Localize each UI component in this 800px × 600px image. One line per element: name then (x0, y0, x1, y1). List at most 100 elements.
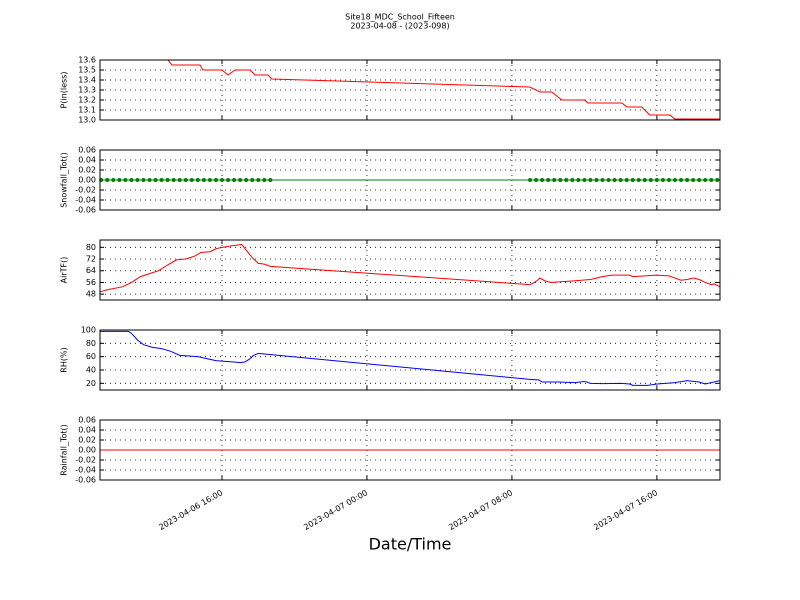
y-tick-label: 0.04 (78, 156, 96, 165)
y-tick-label: -0.06 (75, 476, 96, 485)
data-point (153, 178, 158, 182)
y-tick-label: 80 (86, 339, 96, 348)
y-tick-label: 0.02 (78, 436, 96, 445)
data-point (141, 178, 146, 182)
y-tick-label: -0.04 (75, 196, 96, 205)
y-tick-label: 100 (81, 326, 96, 335)
plot-frame (99, 419, 721, 481)
y-tick-label: 13.6 (78, 56, 96, 65)
y-tick-label: 0.02 (78, 166, 96, 175)
data-point (129, 178, 134, 182)
data-point (528, 178, 533, 182)
data-point (171, 178, 176, 182)
y-tick-label: 0.00 (78, 446, 96, 455)
y-tick-label: 13.3 (78, 86, 96, 95)
data-line (100, 330, 721, 386)
data-point (250, 178, 255, 182)
data-point (177, 178, 182, 182)
data-point (606, 178, 611, 182)
data-point (534, 178, 539, 182)
data-point (189, 178, 194, 182)
data-point (715, 178, 720, 182)
data-point (630, 178, 635, 182)
data-point (660, 178, 665, 182)
y-tick-label: 13.4 (78, 76, 96, 85)
x-axis-label: Date/Time (369, 535, 452, 554)
data-point (105, 178, 110, 182)
y-tick-label: 0.06 (78, 416, 96, 425)
chart-subtitle: 2023-04-08 - (2023-098) (350, 22, 449, 31)
data-point (666, 178, 671, 182)
data-point (159, 178, 164, 182)
data-point (256, 178, 261, 182)
y-axis-label: P(in(less) (60, 72, 69, 109)
y-tick-label: 56 (86, 278, 96, 287)
data-point (673, 178, 678, 182)
data-line (100, 59, 720, 120)
y-tick-label: 0.04 (78, 426, 96, 435)
data-point (238, 178, 243, 182)
data-point (226, 178, 231, 182)
y-tick-label: -0.06 (75, 206, 96, 215)
data-point (135, 178, 140, 182)
y-tick-label: -0.02 (75, 186, 96, 195)
y-tick-label: 40 (86, 366, 96, 375)
y-axis-label: RH(%) (60, 347, 69, 372)
y-tick-label: 0.00 (78, 176, 96, 185)
data-point (262, 178, 267, 182)
data-point (244, 178, 249, 182)
data-point (636, 178, 641, 182)
data-point (642, 178, 647, 182)
data-point (697, 178, 702, 182)
data-point (195, 178, 200, 182)
data-point (220, 178, 225, 182)
y-tick-label: 13.5 (78, 66, 96, 75)
plot-frame (99, 239, 721, 301)
plot-frame (99, 149, 721, 211)
data-point (648, 178, 653, 182)
y-tick-label: 0.06 (78, 146, 96, 155)
data-point (703, 178, 708, 182)
y-tick-label: 48 (86, 290, 96, 299)
y-tick-label: -0.04 (75, 466, 96, 475)
y-tick-label: 64 (86, 266, 96, 275)
data-point (582, 178, 587, 182)
data-point (546, 178, 551, 182)
data-point (679, 178, 684, 182)
y-axis-label: Snowfall_Tot() (60, 152, 69, 208)
plot-frame (99, 59, 721, 121)
data-point (588, 178, 593, 182)
data-point (709, 178, 714, 182)
y-axis-label: Rainfall_Tot() (60, 424, 69, 476)
data-point (570, 178, 575, 182)
data-point (691, 178, 696, 182)
y-tick-label: 72 (86, 255, 96, 264)
y-tick-label: 13.0 (78, 116, 96, 125)
data-point (201, 178, 206, 182)
chart-title: Site18_MDC_School_Fifteen (345, 13, 455, 22)
data-point (232, 178, 237, 182)
y-tick-label: -0.02 (75, 456, 96, 465)
data-point (624, 178, 629, 182)
y-tick-label: 13.2 (78, 96, 96, 105)
y-tick-label: 60 (86, 352, 96, 361)
data-point (685, 178, 690, 182)
data-point (123, 178, 128, 182)
data-point (576, 178, 581, 182)
data-point (213, 178, 218, 182)
y-axis-label: AirTF() (60, 257, 69, 284)
data-point (654, 178, 659, 182)
data-point (600, 178, 605, 182)
data-point (540, 178, 545, 182)
y-tick-label: 13.1 (78, 106, 96, 115)
data-point (558, 178, 563, 182)
data-point (111, 178, 116, 182)
data-point (268, 178, 273, 182)
data-point (618, 178, 623, 182)
y-tick-label: 20 (86, 379, 96, 388)
data-point (594, 178, 599, 182)
data-point (183, 178, 188, 182)
data-point (117, 178, 122, 182)
data-point (207, 178, 212, 182)
